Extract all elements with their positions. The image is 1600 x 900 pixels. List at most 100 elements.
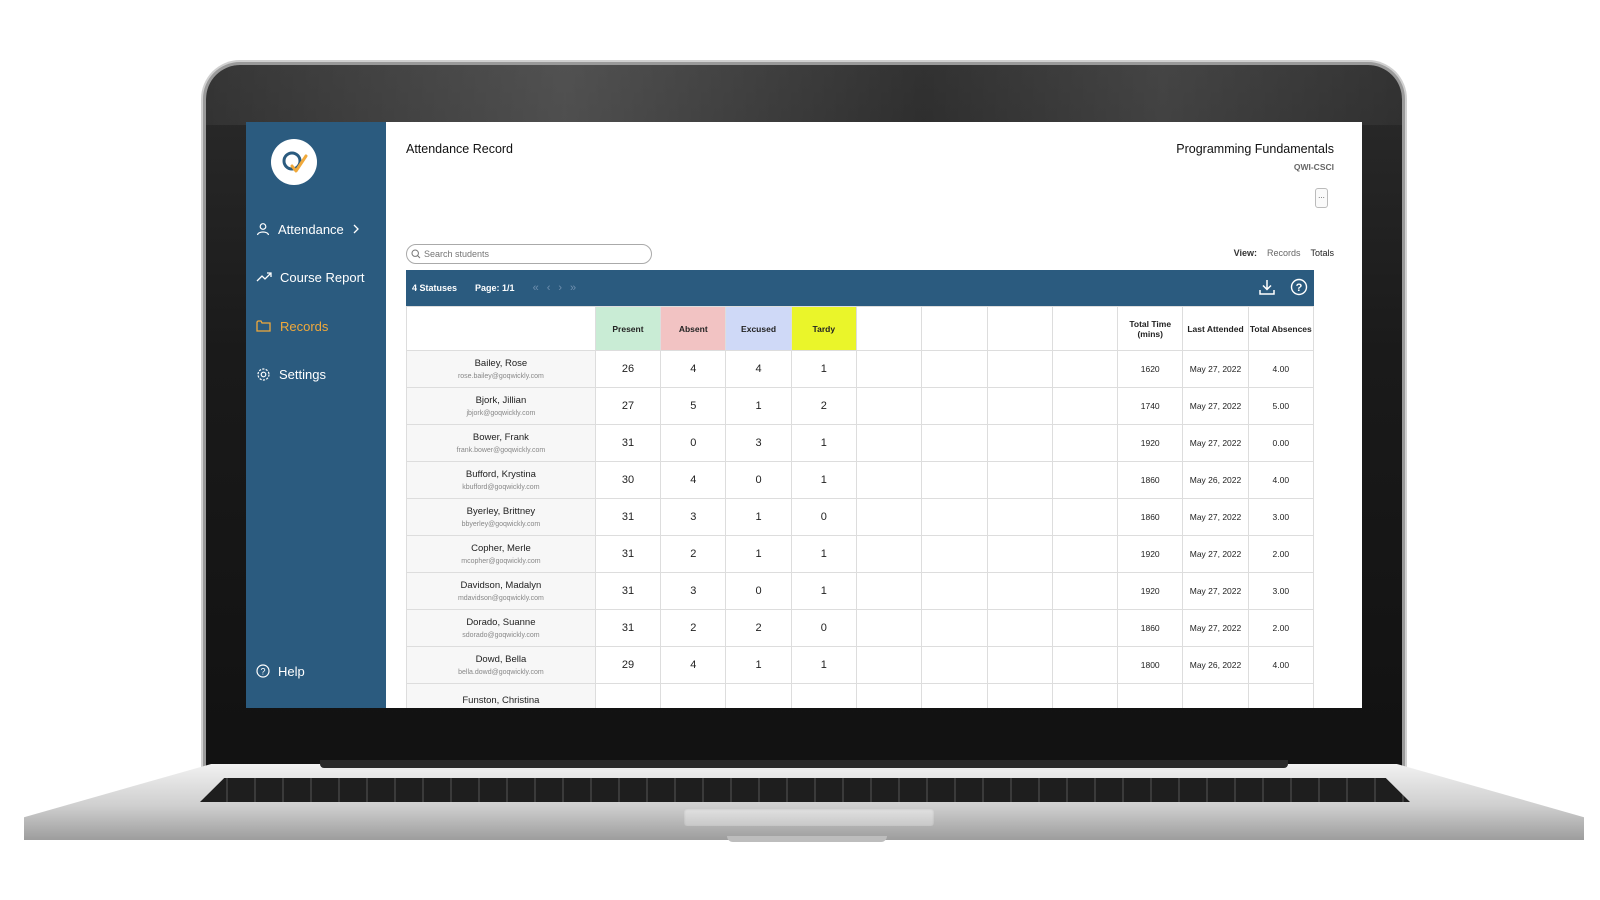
header-total-time[interactable]: Total Time (mins) [1117, 306, 1184, 351]
header-absent[interactable]: Absent [660, 306, 727, 351]
table-row[interactable]: Bjork, Jillian jbjork@goqwickly.com 27 5 1 2 1… [406, 387, 1315, 425]
app-screen: Attendance Course Report Records Setting… [246, 122, 1362, 708]
empty-cell [921, 646, 988, 684]
nav-help[interactable]: ? Help [256, 660, 305, 682]
gear-icon [257, 367, 270, 381]
tardy-count [790, 683, 857, 708]
nav-settings[interactable]: Settings [256, 363, 326, 385]
table-body: Bailey, Rose rose.bailey@goqwickly.com 26 4… [406, 350, 1315, 708]
prev-page-icon[interactable]: ‹ [546, 282, 551, 294]
table-row[interactable]: Copher, Merle mcopher@goqwickly.com 31 2 1 1 1… [406, 535, 1315, 573]
svg-text:?: ? [260, 667, 265, 677]
tardy-count: 2 [790, 387, 857, 425]
empty-cell [986, 683, 1053, 708]
table-row[interactable]: Bufford, Krystina kbufford@goqwickly.com 3… [406, 461, 1315, 499]
pager: « ‹ › » [533, 282, 577, 294]
student-name: Davidson, Madalyn [460, 580, 542, 591]
header-tardy[interactable]: Tardy [790, 306, 857, 351]
page-title: Attendance Record [406, 142, 514, 156]
empty-cell [986, 535, 1053, 573]
total-time-cell: 1920 [1117, 535, 1184, 573]
nav-settings-label: Settings [279, 366, 326, 382]
student-cell[interactable]: Bower, Frank frank.bower@goqwickly.com [406, 424, 596, 462]
search-input[interactable] [424, 249, 634, 259]
view-option-records[interactable]: Records [1266, 248, 1301, 258]
empty-cell [921, 461, 988, 499]
student-cell[interactable]: Davidson, Madalyn mdavidson@goqwickly.com [406, 572, 596, 610]
student-email: sdorado@goqwickly.com [462, 632, 540, 639]
nav-records[interactable]: Records [256, 315, 328, 337]
total-absences-cell: 2.00 [1247, 609, 1315, 647]
total-absences-cell [1247, 683, 1315, 708]
present-count: 30 [594, 461, 662, 499]
next-page-icon[interactable]: › [558, 282, 563, 294]
view-toggle: View: Records Totals [1234, 248, 1334, 258]
excused-count [725, 683, 792, 708]
empty-cell [986, 609, 1053, 647]
last-attended-cell: May 27, 2022 [1182, 535, 1249, 573]
page-indicator: Page: 1/1 [475, 283, 515, 293]
download-icon[interactable] [1258, 278, 1276, 296]
header-total-absences[interactable]: Total Absences [1247, 306, 1315, 351]
table-row[interactable]: Bower, Frank frank.bower@goqwickly.com 31 0… [406, 424, 1315, 462]
table-row[interactable]: Dowd, Bella bella.dowd@goqwickly.com 29 4 1 1… [406, 646, 1315, 684]
table-row[interactable]: Dorado, Suanne sdorado@goqwickly.com 31 2 2 0… [406, 609, 1315, 647]
empty-cell [921, 572, 988, 610]
total-time-cell: 1860 [1117, 498, 1184, 536]
tardy-count: 1 [790, 424, 857, 462]
last-attended-cell [1182, 683, 1249, 708]
empty-cell [921, 424, 988, 462]
empty-cell [855, 498, 923, 536]
total-absences-cell: 4.00 [1247, 350, 1315, 388]
header-present[interactable]: Present [594, 306, 662, 351]
table-row[interactable]: Bailey, Rose rose.bailey@goqwickly.com 26 4… [406, 350, 1315, 388]
excused-count: 0 [725, 461, 792, 499]
last-page-icon[interactable]: » [570, 282, 577, 294]
table-row[interactable]: Davidson, Madalyn mdavidson@goqwickly.com… [406, 572, 1315, 610]
nav-course-report[interactable]: Course Report [256, 266, 365, 288]
search-box[interactable] [406, 244, 652, 264]
empty-cell [1051, 424, 1119, 462]
table-row[interactable]: Funston, Christina [406, 683, 1315, 708]
student-email: bbyerley@goqwickly.com [461, 521, 541, 528]
empty-cell [921, 535, 988, 573]
search-icon [411, 249, 421, 259]
student-cell[interactable]: Bailey, Rose rose.bailey@goqwickly.com [406, 350, 596, 388]
empty-cell [921, 498, 988, 536]
total-time-cell: 1860 [1117, 461, 1184, 499]
table-row[interactable]: Byerley, Brittney bbyerley@goqwickly.com 3… [406, 498, 1315, 536]
header-last-attended[interactable]: Last Attended [1182, 306, 1249, 351]
student-email: mdavidson@goqwickly.com [457, 595, 544, 602]
total-time-cell: 1920 [1117, 572, 1184, 610]
present-count: 31 [594, 535, 662, 573]
student-cell[interactable]: Dorado, Suanne sdorado@goqwickly.com [406, 609, 596, 647]
view-option-totals[interactable]: Totals [1310, 248, 1334, 258]
empty-cell [855, 350, 923, 388]
help-circle-icon[interactable]: ? [1290, 278, 1308, 296]
laptop-touchpad [684, 808, 934, 826]
empty-cell [986, 572, 1053, 610]
nav-attendance[interactable]: Attendance [256, 218, 360, 240]
header-empty-3 [986, 306, 1053, 351]
laptop-keyboard [200, 778, 1410, 802]
student-email: kbufford@goqwickly.com [462, 484, 540, 491]
statuses-count[interactable]: 4 Statuses [412, 283, 458, 293]
absent-count: 2 [660, 609, 727, 647]
student-cell[interactable]: Funston, Christina [406, 683, 596, 708]
more-options-button[interactable]: ... [1315, 188, 1328, 208]
last-attended-cell: May 26, 2022 [1182, 461, 1249, 499]
student-cell[interactable]: Copher, Merle mcopher@goqwickly.com [406, 535, 596, 573]
app-logo[interactable] [271, 139, 317, 185]
student-name: Bower, Frank [472, 432, 529, 443]
first-page-icon[interactable]: « [532, 282, 539, 294]
student-cell[interactable]: Dowd, Bella bella.dowd@goqwickly.com [406, 646, 596, 684]
header-excused[interactable]: Excused [725, 306, 792, 351]
main-content: Attendance Record Programming Fundamenta… [386, 122, 1362, 708]
student-cell[interactable]: Bufford, Krystina kbufford@goqwickly.com [406, 461, 596, 499]
student-cell[interactable]: Bjork, Jillian jbjork@goqwickly.com [406, 387, 596, 425]
student-cell[interactable]: Byerley, Brittney bbyerley@goqwickly.com [406, 498, 596, 536]
empty-cell [986, 498, 1053, 536]
absent-count: 4 [660, 461, 727, 499]
toolbar-icons: ? [1258, 278, 1308, 296]
present-count: 31 [594, 572, 662, 610]
